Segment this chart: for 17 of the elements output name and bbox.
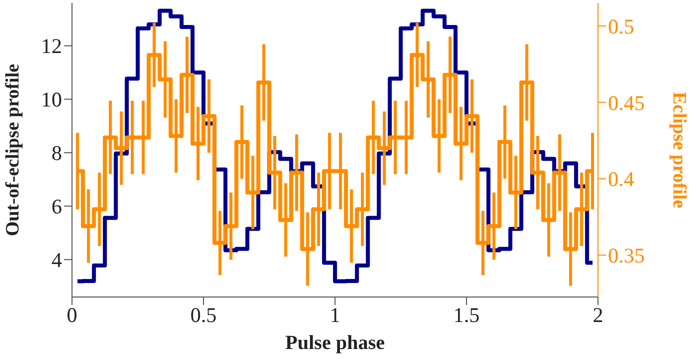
y-tick-label: 6 bbox=[52, 194, 62, 219]
x-tick-label: 1.5 bbox=[453, 302, 480, 327]
y2-tick-label: 0.5 bbox=[608, 14, 634, 38]
x-tick-label: 1 bbox=[330, 302, 340, 327]
x-tick-label: 0.5 bbox=[190, 302, 217, 327]
x-tick-label: 0 bbox=[66, 302, 78, 327]
y2-axis-title: Eclipse profile bbox=[668, 92, 690, 208]
x-tick-label: 2 bbox=[592, 302, 604, 327]
y-tick-label: 12 bbox=[41, 34, 62, 58]
y-tick-label: 8 bbox=[52, 141, 62, 166]
y-tick-label: 10 bbox=[41, 88, 62, 112]
y2-tick-label: 0.4 bbox=[608, 167, 635, 192]
y-tick-label: 4 bbox=[52, 248, 62, 272]
x-axis-title: Pulse phase bbox=[285, 332, 385, 354]
y2-tick-label: 0.35 bbox=[608, 244, 645, 268]
y2-tick-label: 0.45 bbox=[608, 90, 645, 115]
y-axis-title: Out-of-eclipse profile bbox=[2, 64, 24, 236]
